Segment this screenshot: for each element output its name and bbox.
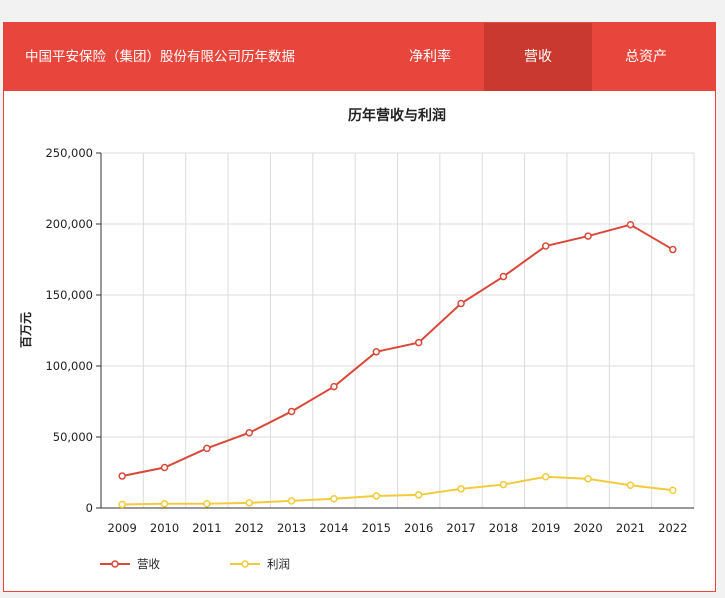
- data-point: [542, 473, 550, 481]
- x-tick-label: 2013: [277, 521, 306, 535]
- tab-total-assets[interactable]: 总资产: [625, 49, 667, 65]
- x-tick-label: 2014: [319, 521, 348, 535]
- x-tick-label: 2020: [573, 521, 602, 535]
- data-point: [499, 272, 508, 281]
- data-point: [160, 463, 169, 472]
- legend-label: 利润: [267, 557, 290, 571]
- x-tick-label: 2015: [362, 521, 391, 535]
- tab-net-margin[interactable]: 净利率: [409, 49, 451, 65]
- data-point: [626, 220, 635, 229]
- axes: 0 50,000 100,000 150,000 200,000 250,000 2009 2…: [45, 146, 694, 535]
- data-point: [372, 492, 381, 500]
- data-point: [542, 242, 550, 250]
- data-point: [203, 444, 211, 453]
- line-chart: 历年营收与利润 百万元 0 50,000 100,000 150,000 200,000…: [19, 107, 695, 571]
- data-point: [669, 486, 677, 494]
- data-card: 中国平安保险（集团）股份有限公司历年数据 净利率 营收 总资产 历年营收与利润 …: [3, 22, 716, 592]
- data-point: [245, 499, 253, 507]
- legend-swatch-marker: [111, 560, 119, 568]
- y-tick-label: 100,000: [45, 359, 93, 373]
- legend: 营收 利润: [100, 557, 290, 571]
- data-point: [414, 491, 423, 499]
- x-tick-label: 2011: [192, 521, 221, 535]
- data-point: [457, 485, 465, 493]
- y-tick-label: 250,000: [45, 146, 93, 160]
- data-point: [330, 495, 338, 503]
- data-point: [499, 480, 508, 489]
- data-point: [669, 245, 677, 254]
- data-point: [414, 338, 423, 347]
- data-point: [287, 497, 296, 505]
- x-tick-label: 2018: [489, 521, 518, 535]
- x-tick-label: 2019: [531, 521, 560, 535]
- y-tick-label: 50,000: [53, 430, 93, 444]
- y-tick-label: 200,000: [45, 217, 93, 231]
- series-line: [121, 223, 674, 478]
- y-axis-label: 百万元: [19, 312, 33, 348]
- y-tick-label: 0: [86, 501, 93, 515]
- data-point: [584, 232, 592, 240]
- legend-label: 营收: [137, 557, 160, 571]
- y-tick-label: 150,000: [45, 288, 93, 302]
- x-tick-label: 2016: [404, 521, 433, 535]
- x-tick-label: 2017: [446, 521, 475, 535]
- x-tick-label: 2022: [658, 521, 687, 535]
- data-point: [372, 348, 381, 356]
- data-point: [160, 499, 169, 508]
- x-tick-label: 2009: [108, 521, 137, 535]
- data-point: [330, 382, 338, 391]
- x-tick-label: 2012: [235, 521, 264, 535]
- grid: [101, 152, 695, 508]
- data-point: [118, 472, 126, 480]
- chart-title: 历年营收与利润: [348, 107, 446, 124]
- data-point: [203, 499, 211, 508]
- header-bar: 中国平安保险（集团）股份有限公司历年数据 净利率 营收 总资产: [4, 23, 715, 91]
- series-lines: [118, 220, 677, 509]
- x-tick-label: 2021: [616, 521, 645, 535]
- series-line: [122, 475, 673, 506]
- data-point: [584, 475, 592, 483]
- data-point: [287, 407, 296, 416]
- tab-revenue[interactable]: 营收: [484, 23, 592, 91]
- data-point: [626, 481, 635, 490]
- legend-swatch-marker: [241, 560, 249, 568]
- data-point: [457, 299, 465, 308]
- company-title: 中国平安保险（集团）股份有限公司历年数据: [25, 49, 295, 65]
- data-point: [245, 428, 253, 437]
- data-point: [118, 500, 126, 509]
- x-tick-label: 2010: [150, 521, 179, 535]
